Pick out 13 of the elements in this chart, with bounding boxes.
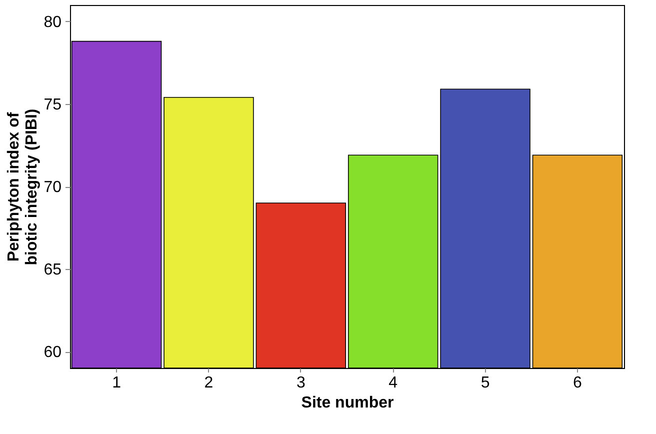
x-tick-label: 6	[572, 374, 582, 392]
x-tick-label: 4	[388, 374, 398, 392]
y-tick-label: 80	[44, 14, 62, 31]
y-tick-label: 75	[44, 96, 62, 114]
y-tick-label: 70	[44, 179, 62, 196]
y-axis-title: Periphyton index of biotic integrity (PIBI)	[6, 108, 41, 266]
x-tick-label: 2	[204, 374, 214, 392]
y-tick-label: 60	[44, 344, 62, 361]
x-tick-label: 1	[112, 374, 122, 392]
x-tick-label: 3	[296, 374, 306, 392]
y-tick-label: 65	[44, 262, 62, 278]
x-axis-title: Site number	[301, 394, 394, 412]
x-tick-label: 5	[480, 374, 490, 392]
